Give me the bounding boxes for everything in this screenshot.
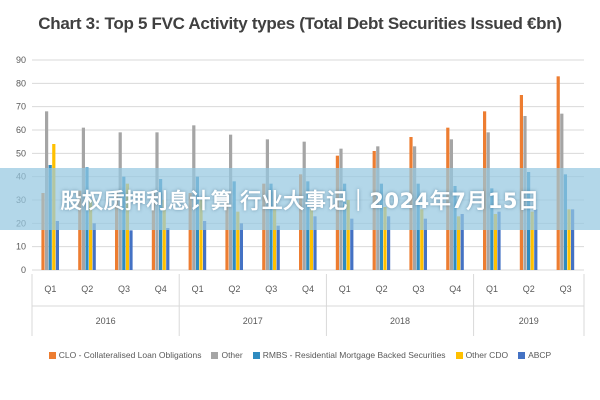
bar <box>92 223 96 270</box>
x-category-label: Q1 <box>339 284 351 294</box>
x-category-label: Q1 <box>486 284 498 294</box>
bar <box>383 207 387 270</box>
y-tick-label: 90 <box>16 55 26 65</box>
bar <box>151 190 155 270</box>
bar <box>41 193 45 270</box>
bar <box>55 221 59 270</box>
x-category-label: Q3 <box>560 284 572 294</box>
bar <box>313 216 317 270</box>
bar <box>423 218 427 270</box>
x-category-label: Q2 <box>523 284 535 294</box>
chart-legend: CLO - Collateralised Loan Obligations Oth… <box>0 350 600 360</box>
legend-label: ABCP <box>528 350 552 360</box>
bar <box>78 190 82 270</box>
bar <box>236 211 240 270</box>
bar <box>387 216 391 270</box>
chart-title: Chart 3: Top 5 FVC Activity types (Total… <box>38 14 562 33</box>
legend-label: RMBS - Residential Mortgage Backed Secur… <box>262 350 446 360</box>
legend-item: CLO - Collateralised Loan Obligations <box>48 350 202 360</box>
x-category-label: Q3 <box>118 284 130 294</box>
y-tick-label: 50 <box>16 148 26 158</box>
x-category-label: Q4 <box>449 284 461 294</box>
overlay-banner: 股权质押利息计算 行业大事记｜2024年7月15日 <box>0 168 600 230</box>
bar <box>166 228 170 270</box>
bar <box>89 200 93 270</box>
banner-text: 股权质押利息计算 行业大事记｜2024年7月15日 <box>60 189 540 213</box>
bar <box>534 209 538 270</box>
bar <box>350 218 354 270</box>
y-tick-label: 60 <box>16 125 26 135</box>
y-tick-label: 0 <box>21 265 26 275</box>
bar <box>567 209 571 270</box>
y-tick-label: 80 <box>16 78 26 88</box>
x-category-label: Q3 <box>412 284 424 294</box>
legend-label: CLO - Collateralised Loan Obligations <box>58 350 202 360</box>
x-category-label: Q2 <box>81 284 93 294</box>
bar <box>493 214 497 270</box>
bar <box>162 200 166 270</box>
bar <box>420 209 424 270</box>
x-group-label: 2019 <box>519 316 539 326</box>
legend-label: Other <box>221 350 243 360</box>
x-category-label: Q2 <box>376 284 388 294</box>
y-tick-label: 70 <box>16 102 26 112</box>
legend-item: ABCP <box>518 350 551 360</box>
legend-item: Other <box>211 350 243 360</box>
bar <box>309 209 313 270</box>
legend-swatch <box>211 351 219 359</box>
x-category-label: Q1 <box>192 284 204 294</box>
bar <box>457 216 461 270</box>
legend-item: RMBS - Residential Mortgage Backed Secur… <box>252 350 446 360</box>
x-group-label: 2016 <box>96 316 116 326</box>
bar <box>188 193 192 270</box>
bar <box>530 211 534 270</box>
x-category-label: Q4 <box>155 284 167 294</box>
y-tick-label: 10 <box>16 242 26 252</box>
legend-swatch <box>48 351 56 359</box>
bar <box>273 209 277 270</box>
bar <box>129 230 133 270</box>
bar <box>460 214 464 270</box>
x-category-label: Q1 <box>44 284 56 294</box>
x-group-label: 2017 <box>243 316 263 326</box>
x-group-label: 2018 <box>390 316 410 326</box>
bar <box>497 211 501 270</box>
legend-swatch <box>252 351 260 359</box>
legend-item: Other CDO <box>455 350 509 360</box>
x-category-label: Q2 <box>228 284 240 294</box>
bar <box>203 221 207 270</box>
x-axis-groups: 2016 2017 2018 2019 <box>31 274 585 336</box>
bar <box>225 193 229 270</box>
bar <box>276 225 280 270</box>
legend-label: Other CDO <box>465 350 509 360</box>
x-category-label: Q3 <box>265 284 277 294</box>
bar <box>115 190 119 270</box>
legend-swatch <box>455 351 463 359</box>
bar <box>239 223 243 270</box>
x-axis-categories: Q1 Q2 Q3 Q4 Q1 Q2 Q3 Q4 Q1 Q2 Q3 Q4 Q1 Q2 Q3 <box>44 284 571 294</box>
bar <box>199 200 203 270</box>
bar <box>571 209 575 270</box>
y-axis-ticks: 0102030405060708090 <box>16 55 26 275</box>
x-category-label: Q4 <box>302 284 314 294</box>
legend-swatch <box>518 351 526 359</box>
bar <box>346 200 350 270</box>
